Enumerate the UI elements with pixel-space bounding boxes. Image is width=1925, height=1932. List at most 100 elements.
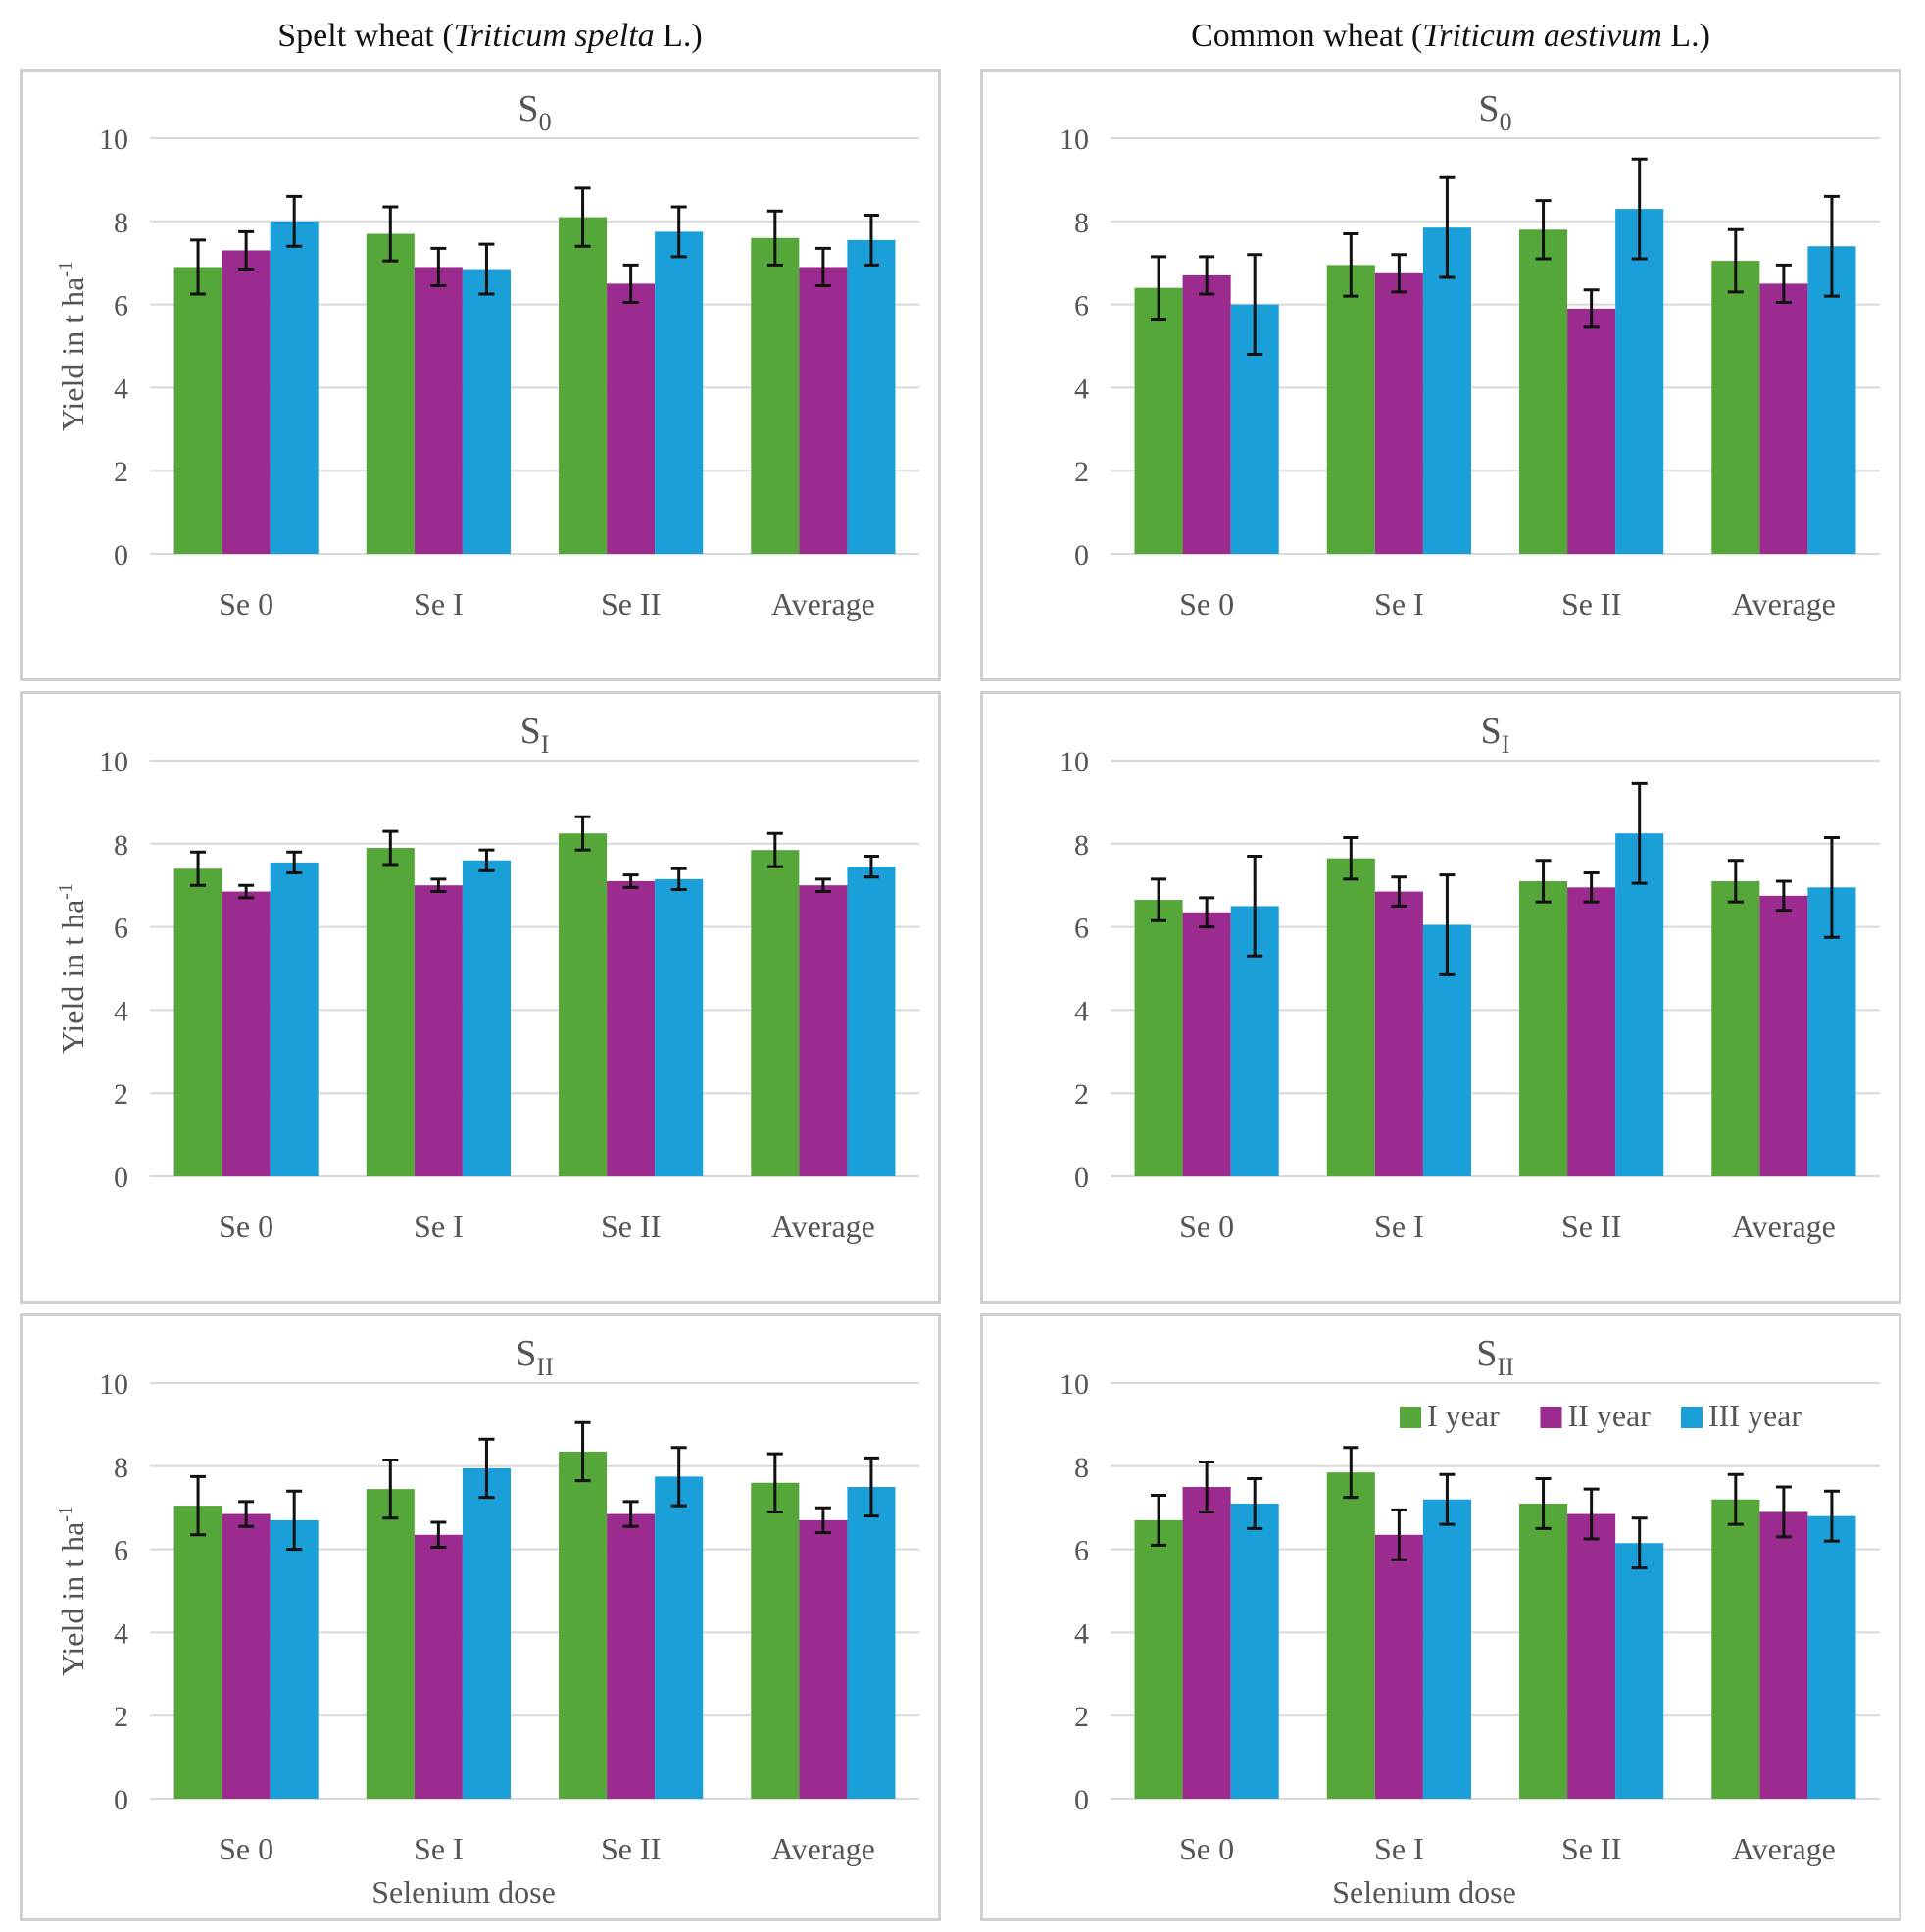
y-tick-label: 10 (1060, 746, 1089, 778)
bar (1711, 261, 1760, 554)
bar (366, 848, 415, 1176)
legend-swatch (1540, 1407, 1562, 1428)
x-tick-label: Se I (1374, 586, 1424, 621)
bar (1326, 1472, 1375, 1799)
bar (847, 867, 896, 1176)
bar (559, 1451, 608, 1799)
x-tick-label: Se II (1561, 1831, 1621, 1866)
chart-panel: 0 2 4 6 8 10 S0 Se 0 Se I Se II Average (980, 69, 1901, 681)
bar (222, 250, 271, 555)
y-tick-label: 4 (1074, 1617, 1089, 1650)
x-tick-label: Se I (414, 1209, 464, 1244)
y-tick-label: 6 (114, 913, 128, 945)
y-tick-label: 0 (114, 1784, 128, 1816)
bar (173, 267, 222, 554)
bar (1230, 1503, 1279, 1799)
y-axis-label: Yield in t ha-1 (55, 1506, 90, 1676)
bar (222, 891, 271, 1176)
bar (270, 1519, 319, 1799)
y-tick-label: 0 (1074, 1784, 1089, 1816)
bar (414, 885, 463, 1176)
bar (173, 868, 222, 1176)
y-tick-label: 8 (114, 829, 128, 862)
x-tick-label: Se II (601, 1209, 661, 1244)
y-tick-label: 8 (1074, 207, 1089, 239)
x-tick-label: Average (1732, 1831, 1836, 1866)
panel-title: S0 (518, 88, 551, 136)
bar (655, 231, 704, 554)
bar (1182, 1487, 1231, 1799)
bar (799, 1519, 848, 1799)
bar (1422, 227, 1471, 554)
y-axis-label: Yield in t ha-1 (55, 883, 90, 1054)
bar (1615, 1543, 1664, 1799)
bar (847, 1487, 896, 1799)
bar (462, 860, 511, 1176)
y-tick-label: 0 (114, 539, 128, 571)
y-tick-label: 2 (114, 456, 128, 488)
column-title-common: Common wheat (Triticum aestivum L.) (1191, 18, 1710, 54)
y-tick-label: 0 (114, 1162, 128, 1194)
y-tick-label: 2 (1074, 1701, 1089, 1733)
bar (1711, 880, 1760, 1176)
bar (847, 239, 896, 554)
bar (1374, 1534, 1423, 1799)
bar (1567, 308, 1616, 554)
y-tick-label: 8 (1074, 829, 1089, 862)
x-tick-label: Se II (1561, 586, 1621, 621)
x-tick-label: Se 0 (219, 586, 273, 621)
y-tick-label: 8 (114, 1452, 128, 1484)
x-tick-label: Average (771, 1209, 875, 1244)
bar (1134, 287, 1183, 554)
bar (173, 1506, 222, 1799)
legend-swatch (1681, 1407, 1703, 1428)
y-tick-label: 10 (99, 746, 128, 778)
bar (1759, 1511, 1808, 1799)
bar (1519, 1503, 1568, 1799)
y-tick-label: 2 (114, 1701, 128, 1733)
x-tick-label: Average (771, 586, 875, 621)
column-title-spelt: Spelt wheat (Triticum spelta L.) (277, 18, 703, 54)
chart-svg: 0 2 4 6 8 10 S0 Se 0 Se I Se II Average (1060, 88, 1880, 621)
bar (1519, 229, 1568, 554)
chart-panel: 0 2 4 6 8 10 SII Se 0 Se I Se II Average Selenium d… (980, 1313, 1901, 1921)
bar (462, 1467, 511, 1799)
bar (1615, 833, 1664, 1176)
y-tick-label: 2 (1074, 1078, 1089, 1111)
bar (751, 237, 800, 554)
x-axis-label: Selenium dose (1332, 1874, 1516, 1909)
bar (1615, 209, 1664, 554)
bar (414, 267, 463, 554)
bar (1374, 891, 1423, 1176)
bar (751, 1482, 800, 1799)
x-tick-label: Se I (414, 1831, 464, 1866)
y-tick-label: 0 (1074, 539, 1089, 571)
y-tick-label: 4 (1074, 995, 1089, 1027)
bar (1182, 274, 1231, 554)
y-axis-label: Yield in t ha-1 (55, 261, 90, 431)
bar (1711, 1499, 1760, 1799)
x-tick-label: Average (1732, 1209, 1836, 1244)
chart-panel: 0 2 4 6 8 10 SII Se 0 Se I Se II Average Yield in t… (20, 1313, 941, 1921)
bar (655, 878, 704, 1176)
chart-panel: 0 2 4 6 8 10 SI Se 0 Se I Se II Average Yield in t … (20, 691, 941, 1304)
bar (1807, 1515, 1856, 1799)
x-tick-label: Se I (414, 586, 464, 621)
x-tick-label: Se II (601, 586, 661, 621)
bar (1759, 283, 1808, 554)
panel-title: S0 (1478, 88, 1511, 136)
x-tick-label: Average (771, 1831, 875, 1866)
bar (1567, 1513, 1616, 1799)
bar (1422, 1499, 1471, 1799)
chart-svg: 0 2 4 6 8 10 S0 Se 0 Se I Se II Average Yield in t … (55, 88, 919, 621)
x-tick-label: Average (1732, 586, 1836, 621)
y-tick-label: 4 (1074, 372, 1089, 405)
bar (366, 1489, 415, 1799)
y-tick-label: 2 (114, 1078, 128, 1111)
bar (607, 1513, 656, 1799)
y-tick-label: 10 (1060, 124, 1089, 156)
bar (655, 1476, 704, 1799)
x-tick-label: Se 0 (1179, 1209, 1234, 1244)
x-tick-label: Se 0 (1179, 1831, 1234, 1866)
chart-svg: 0 2 4 6 8 10 SII Se 0 Se I Se II Average Yield in t… (55, 1333, 919, 1909)
